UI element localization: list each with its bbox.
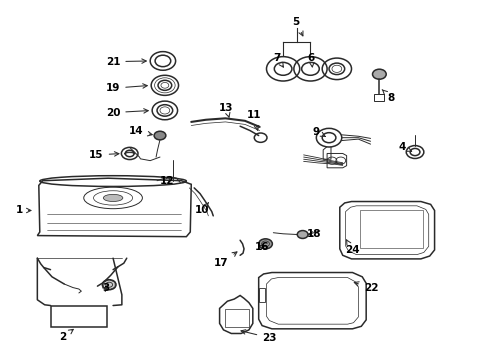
Text: 2: 2 (60, 329, 73, 342)
Text: 5: 5 (293, 17, 303, 36)
Circle shape (102, 280, 116, 290)
Text: 14: 14 (129, 126, 152, 136)
Circle shape (259, 239, 272, 249)
Text: 18: 18 (307, 229, 321, 239)
Text: 8: 8 (382, 90, 394, 103)
Text: 20: 20 (106, 108, 148, 118)
Text: 15: 15 (89, 150, 119, 160)
Text: 13: 13 (219, 103, 234, 117)
Text: 12: 12 (160, 176, 174, 186)
Text: 10: 10 (195, 203, 209, 216)
Text: 22: 22 (354, 282, 378, 293)
Text: 21: 21 (106, 57, 147, 67)
Text: 16: 16 (254, 242, 269, 252)
Ellipse shape (103, 194, 123, 202)
Text: 7: 7 (273, 53, 283, 67)
Text: 24: 24 (345, 240, 360, 255)
Text: 9: 9 (313, 127, 325, 136)
Text: 4: 4 (399, 142, 412, 152)
Text: 11: 11 (246, 111, 261, 130)
Text: 17: 17 (214, 252, 237, 268)
Circle shape (372, 69, 386, 79)
Text: 19: 19 (106, 83, 147, 93)
Circle shape (154, 131, 166, 140)
Text: 6: 6 (308, 53, 315, 67)
Text: 3: 3 (102, 283, 109, 293)
Text: 23: 23 (241, 330, 277, 343)
Circle shape (297, 230, 308, 238)
Text: 1: 1 (16, 206, 31, 216)
